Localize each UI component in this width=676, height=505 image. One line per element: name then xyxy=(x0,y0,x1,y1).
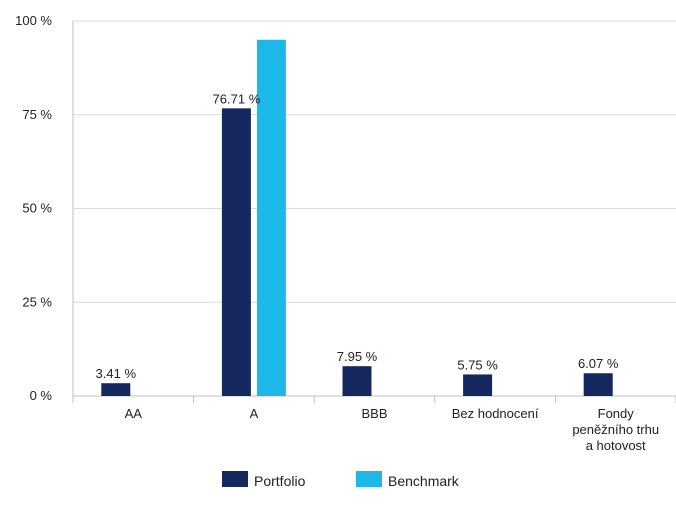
axes: 0 %25 %50 %75 %100 %AA A BBB Bez hodnocení F… xyxy=(15,13,676,453)
y-tick-label: 25 % xyxy=(22,294,52,309)
y-tick-label: 75 % xyxy=(22,107,52,122)
bars xyxy=(101,39,613,397)
bar-portfolio-4 xyxy=(583,373,613,396)
y-tick-label: 50 % xyxy=(22,201,52,216)
x-tick-label: peněžního trhu xyxy=(572,422,659,437)
data-labels: 3.41 % 76.71 % 7.95 % 5.75 % 6.07 % xyxy=(96,91,619,381)
bar-portfolio-3 xyxy=(463,374,493,396)
y-tick-label: 0 % xyxy=(30,388,53,403)
data-label: 5.75 % xyxy=(457,357,498,372)
data-label: 3.41 % xyxy=(96,366,137,381)
bar-portfolio-0 xyxy=(101,383,131,396)
legend-swatch-portfolio xyxy=(222,471,248,487)
data-label: 6.07 % xyxy=(578,356,619,371)
x-tick-label: Fondy xyxy=(598,406,635,421)
legend-swatch-benchmark xyxy=(356,471,382,487)
legend-label-portfolio: Portfolio xyxy=(254,473,306,489)
x-tick-label: AA xyxy=(125,406,143,421)
y-tick-label: 100 % xyxy=(15,13,52,28)
bar-portfolio-2 xyxy=(342,366,372,396)
data-label: 76.71 % xyxy=(213,91,261,106)
bar-benchmark-1 xyxy=(256,39,286,396)
legend: Portfolio Benchmark xyxy=(222,471,460,489)
bar-portfolio-1 xyxy=(221,108,251,397)
gridlines xyxy=(73,20,676,303)
x-tick-label: BBB xyxy=(361,406,387,421)
x-tick-label: A xyxy=(250,406,259,421)
x-tick-label: a hotovost xyxy=(586,438,646,453)
legend-label-benchmark: Benchmark xyxy=(388,473,460,489)
data-label: 7.95 % xyxy=(337,349,378,364)
x-tick-label: Bez hodnocení xyxy=(452,406,539,421)
